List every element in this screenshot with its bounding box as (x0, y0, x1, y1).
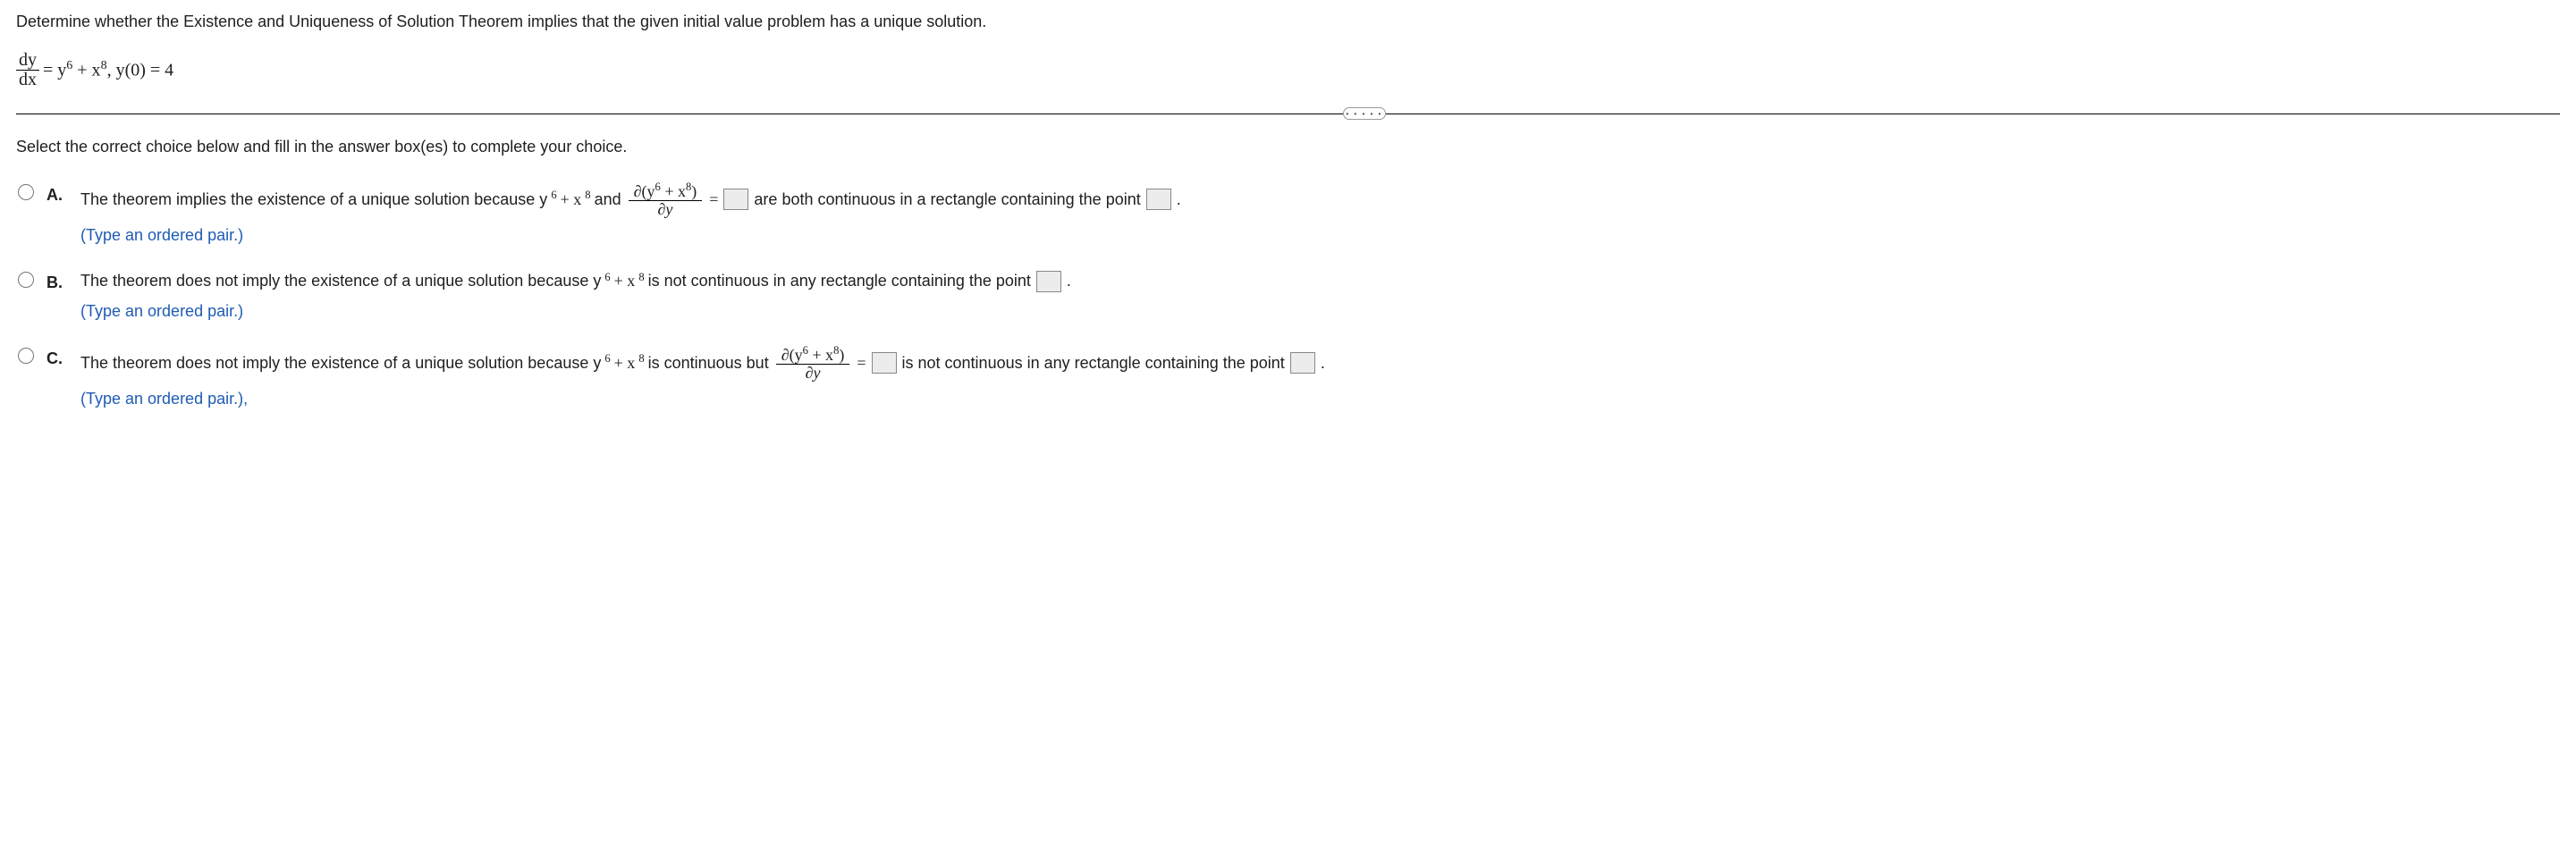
choice-b-hint: (Type an ordered pair.) (80, 299, 2560, 324)
radio-a[interactable] (18, 184, 34, 200)
choice-a-label: A. (46, 181, 70, 207)
fraction-numerator: dy (16, 51, 39, 71)
choice-a-text: The theorem implies the existence of a u… (80, 181, 2560, 218)
answer-box-c2[interactable] (1290, 352, 1315, 374)
instruction-text: Select the correct choice below and fill… (16, 138, 2560, 156)
answer-box-a1[interactable] (723, 189, 748, 210)
answer-box-a2[interactable] (1146, 189, 1171, 210)
partial-derivative-c: ∂(y6 + x8) ∂y (776, 345, 850, 382)
choice-a: A. The theorem implies the existence of … (16, 181, 2560, 248)
ivp-equation: dy dx = y6 + x8, y(0) = 4 (16, 51, 2560, 89)
radio-c[interactable] (18, 348, 34, 364)
answer-box-c1[interactable] (872, 352, 897, 374)
partial-derivative-a: ∂(y6 + x8) ∂y (629, 181, 703, 218)
choice-c-label: C. (46, 345, 70, 371)
choice-c-text: The theorem does not imply the existence… (80, 345, 2560, 382)
radio-b[interactable] (18, 272, 34, 288)
section-divider: • • • • • (16, 105, 2560, 122)
equation-rhs: = y6 + x8, y(0) = 4 (43, 59, 173, 81)
choice-b-text: The theorem does not imply the existence… (80, 269, 2560, 294)
choice-a-hint: (Type an ordered pair.) (80, 223, 2560, 248)
expand-pill-icon[interactable]: • • • • • (1343, 107, 1386, 120)
choice-c: C. The theorem does not imply the existe… (16, 345, 2560, 411)
fraction-denominator: dx (16, 71, 39, 89)
choice-c-hint: (Type an ordered pair.), (80, 387, 2560, 411)
question-text: Determine whether the Existence and Uniq… (16, 13, 2560, 31)
answer-box-b1[interactable] (1036, 271, 1061, 292)
dy-dx-fraction: dy dx (16, 51, 39, 89)
choice-b-label: B. (46, 269, 70, 295)
choice-b: B. The theorem does not imply the existe… (16, 269, 2560, 324)
